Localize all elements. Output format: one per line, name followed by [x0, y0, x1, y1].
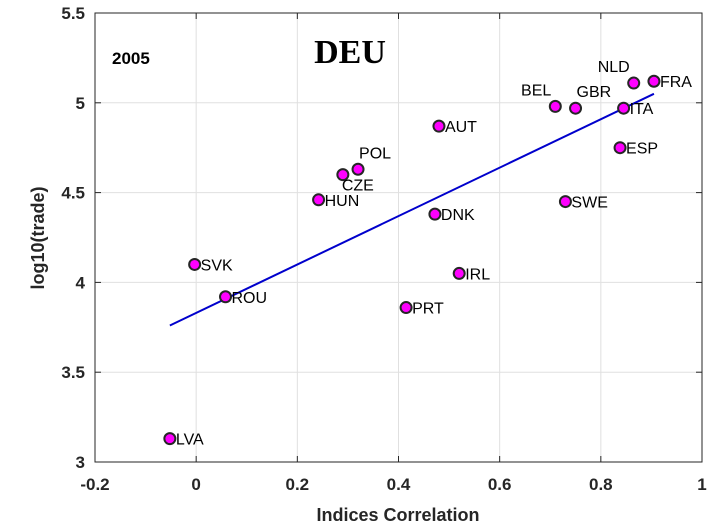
data-point-ita: [617, 101, 631, 115]
point-label-aut: AUT: [445, 119, 477, 136]
axes-layer: -0.2 0 0.2 0.4 0.6 0.8 1 3 3.5 4 4.5 5 5.5: [61, 4, 706, 494]
x-tick-label: 0.8: [589, 475, 613, 494]
fit-line-layer: [169, 92, 655, 327]
y-axis-label: log10(trade): [28, 186, 48, 289]
data-point-bel: [548, 99, 562, 113]
point-label-svk: SVK: [201, 257, 233, 274]
data-point-irl: [452, 266, 466, 280]
point-label-swe: SWE: [571, 195, 607, 212]
x-tick-label: 1: [697, 475, 706, 494]
point-label-gbr: GBR: [577, 84, 612, 101]
data-point-pol: [351, 162, 365, 176]
chart-title: DEU: [314, 34, 386, 71]
data-point-rou: [219, 290, 233, 304]
x-tick-label: 0.4: [387, 475, 411, 494]
point-label-lva: LVA: [176, 432, 204, 449]
point-label-rou: ROU: [232, 290, 268, 307]
data-point-svk: [188, 257, 202, 271]
point-label-pol: POL: [359, 145, 391, 162]
year-annotation: 2005: [112, 49, 150, 68]
x-axis-label: Indices Correlation: [316, 505, 479, 525]
point-label-esp: ESP: [626, 141, 658, 158]
y-tick-label: 5: [76, 94, 85, 113]
data-point-prt: [399, 301, 413, 315]
data-point-fra: [647, 74, 661, 88]
x-tick-label: 0: [191, 475, 200, 494]
y-tick-label: 3: [76, 453, 85, 472]
y-tick-label: 5.5: [61, 4, 85, 23]
data-point-swe: [558, 195, 572, 209]
fit-line: [169, 92, 655, 327]
point-label-cze: CZE: [342, 178, 374, 195]
data-point-lva: [163, 432, 177, 446]
data-point-aut: [432, 119, 446, 133]
point-label-prt: PRT: [412, 301, 444, 318]
data-point-gbr: [569, 101, 583, 115]
data-point-nld: [627, 76, 641, 90]
x-tick-label: 0.6: [488, 475, 512, 494]
x-tick-label: 0.2: [286, 475, 310, 494]
point-label-dnk: DNK: [441, 207, 475, 224]
y-tick-label: 3.5: [61, 363, 85, 382]
point-label-irl: IRL: [465, 266, 490, 283]
point-label-hun: HUN: [325, 193, 360, 210]
point-label-fra: FRA: [660, 74, 692, 91]
data-points-layer: [163, 74, 661, 446]
y-tick-label: 4.5: [61, 184, 85, 203]
data-point-hun: [312, 193, 326, 207]
point-label-bel: BEL: [521, 82, 551, 99]
data-point-dnk: [428, 207, 442, 221]
x-tick-label: -0.2: [80, 475, 109, 494]
point-labels-layer: FRA NLD ITA ESP GBR BEL SWE AUT DNK IRL PRT POL CZEH…: [176, 59, 692, 449]
y-tick-label: 4: [76, 273, 86, 292]
point-label-nld: NLD: [598, 59, 630, 76]
grid-layer: [94, 12, 703, 463]
data-point-cze: [336, 168, 350, 182]
data-point-esp: [613, 141, 627, 155]
point-label-ita: ITA: [630, 101, 654, 118]
